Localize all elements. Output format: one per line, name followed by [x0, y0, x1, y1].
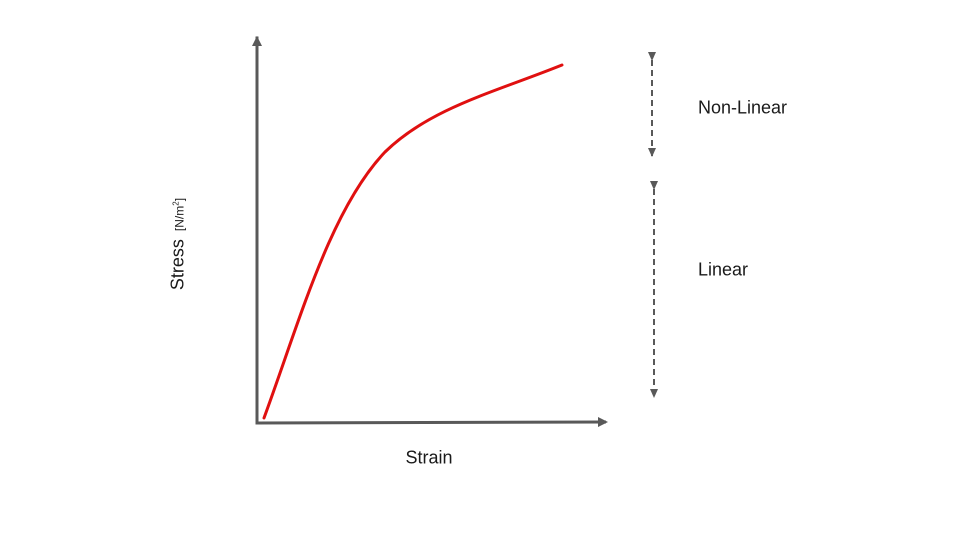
- stress-strain-curve: [262, 63, 564, 420]
- linear-region-label: Linear: [698, 259, 749, 280]
- y-axis-label: Stress [N/m2]: [168, 198, 189, 290]
- y-axis-title: Stress: [167, 239, 188, 291]
- y-axis-unit: [N/m2]: [171, 197, 187, 232]
- nonlinear-region-label: Non-Linear: [698, 97, 788, 118]
- x-axis: [256, 417, 608, 428]
- x-axis-label: Strain: [405, 447, 453, 468]
